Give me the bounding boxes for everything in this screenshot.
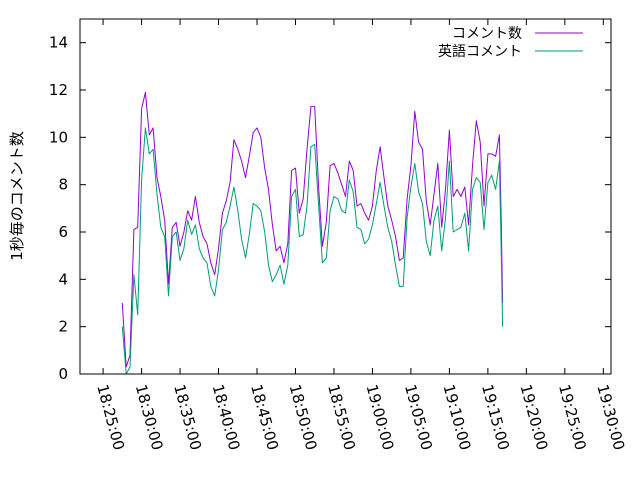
y-tick-label: 14 <box>49 34 68 52</box>
y-tick-label: 6 <box>58 223 68 241</box>
series-layer <box>121 91 504 375</box>
y-tick-label: 0 <box>58 365 68 383</box>
legend-label-1: コメント数 <box>452 26 522 42</box>
y-tick-label: 2 <box>58 318 68 336</box>
legend-label-2: 英語コメント <box>438 43 522 60</box>
y-tick-label: 4 <box>58 270 68 288</box>
y-axis: 0 2 4 6 8 10 12 14 <box>49 34 611 383</box>
y-axis-label: 1秒毎のコメント数 <box>8 131 26 261</box>
y-tick-label: 12 <box>49 81 68 99</box>
series-line-2 <box>121 127 504 375</box>
plot-frame <box>79 18 612 375</box>
y-tick-label: 8 <box>58 176 68 194</box>
y-tick-label: 10 <box>49 128 68 146</box>
series-line-1 <box>121 91 504 368</box>
